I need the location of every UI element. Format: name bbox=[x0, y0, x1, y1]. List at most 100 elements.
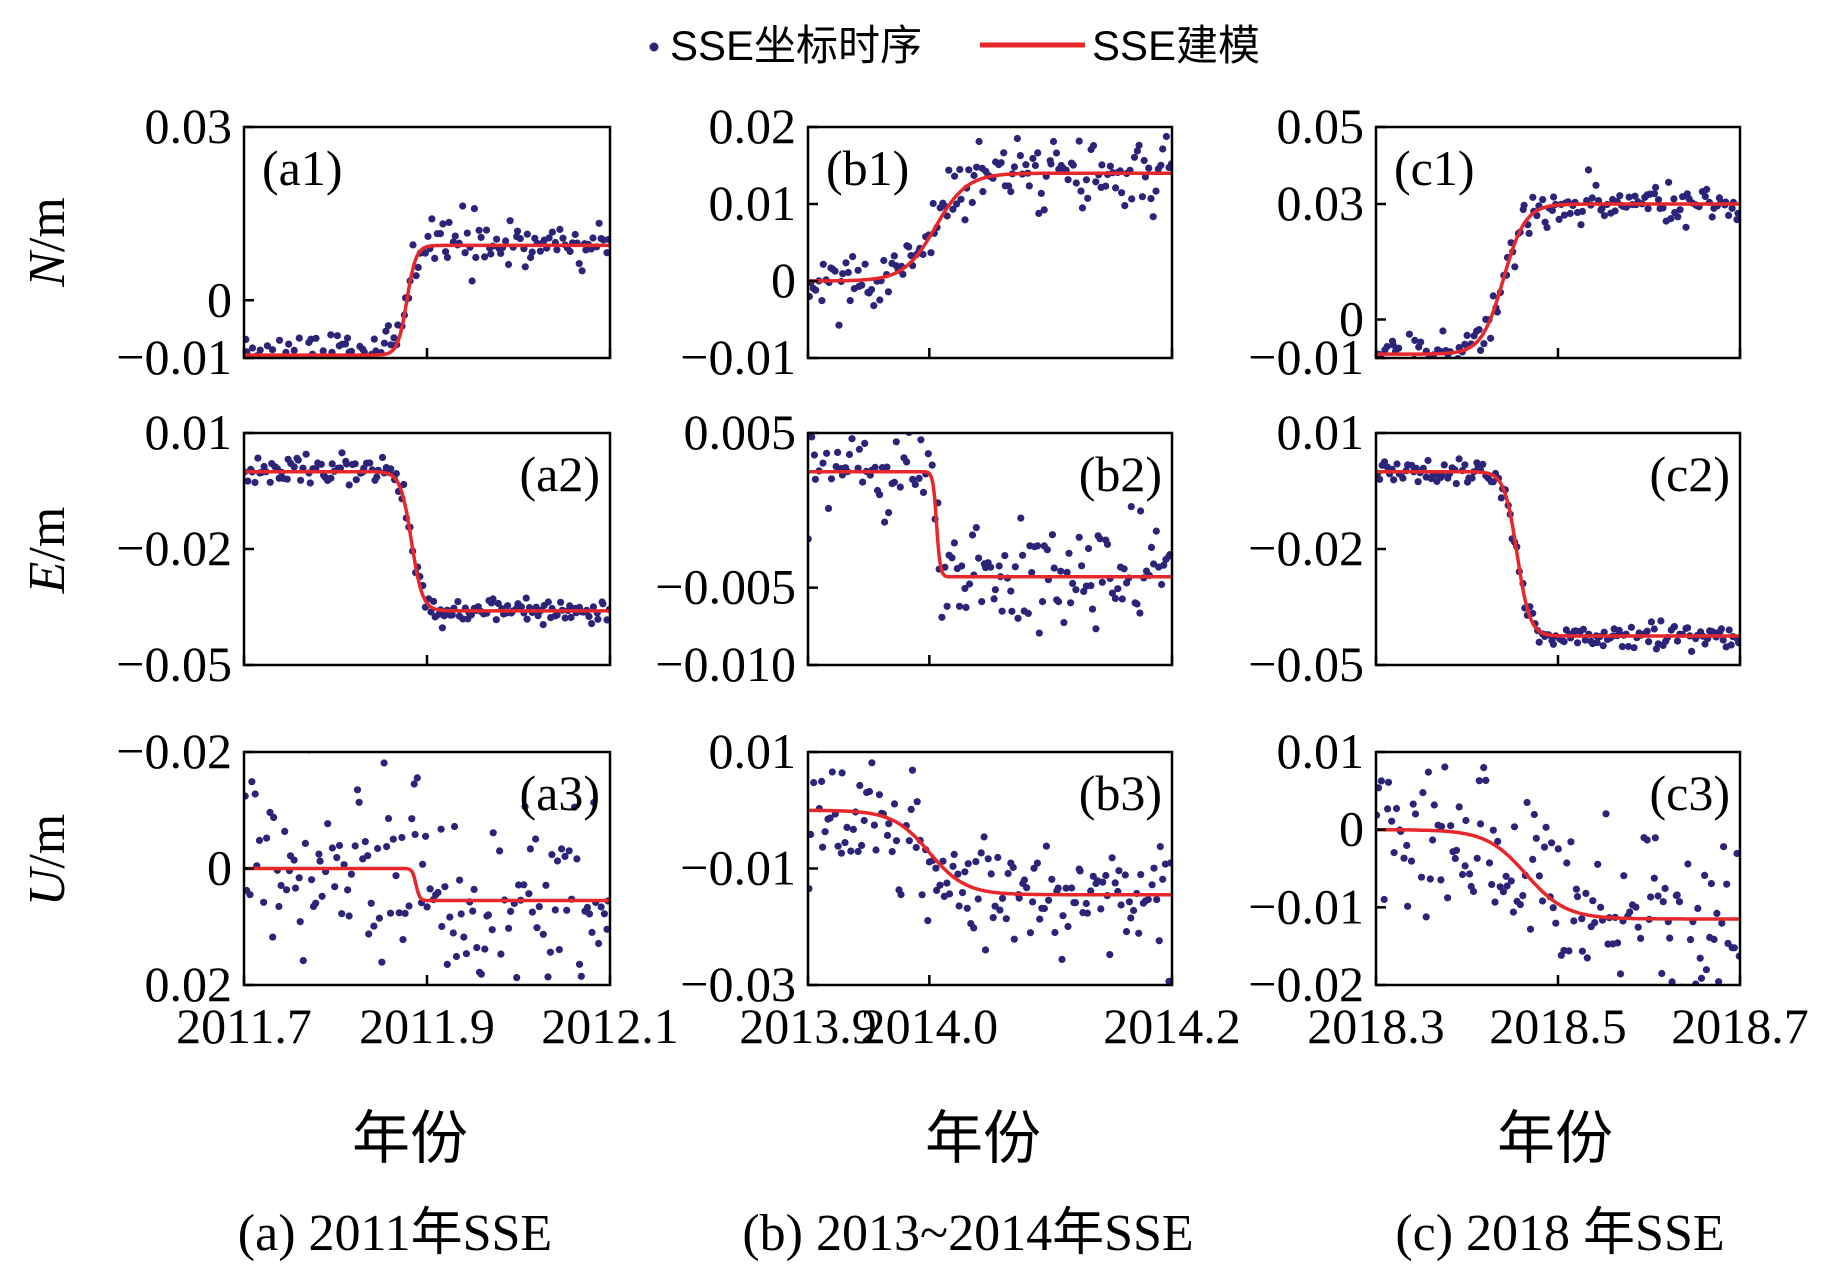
data-point bbox=[1475, 326, 1483, 334]
data-point bbox=[1089, 872, 1097, 880]
data-point bbox=[521, 803, 529, 811]
data-point bbox=[1634, 923, 1642, 931]
data-point bbox=[1033, 859, 1041, 867]
y-tick-label: −0.03 bbox=[680, 956, 796, 1012]
data-point bbox=[324, 367, 331, 374]
data-point bbox=[1007, 587, 1015, 595]
data-point bbox=[1422, 913, 1430, 921]
data-point bbox=[1096, 535, 1104, 543]
data-point bbox=[571, 230, 579, 239]
data-point bbox=[477, 233, 485, 241]
data-point bbox=[505, 924, 513, 932]
data-point bbox=[1417, 338, 1425, 346]
data-point bbox=[421, 249, 429, 257]
data-point bbox=[1149, 213, 1157, 221]
data-point bbox=[1572, 885, 1580, 893]
data-point bbox=[585, 910, 594, 918]
data-point bbox=[338, 449, 346, 457]
data-point bbox=[1616, 192, 1624, 200]
data-point bbox=[489, 829, 497, 837]
data-point bbox=[595, 939, 603, 948]
data-point bbox=[1103, 540, 1112, 548]
data-point bbox=[1150, 864, 1158, 872]
data-point bbox=[1011, 563, 1019, 571]
data-point bbox=[962, 603, 970, 612]
data-point bbox=[1578, 947, 1586, 955]
data-point bbox=[445, 218, 453, 226]
data-point bbox=[521, 263, 529, 271]
data-point bbox=[1411, 810, 1420, 818]
data-point bbox=[400, 480, 408, 489]
data-point bbox=[1532, 834, 1540, 842]
data-point bbox=[908, 766, 917, 774]
data-point bbox=[1108, 589, 1116, 597]
data-point bbox=[513, 227, 522, 235]
data-point bbox=[583, 903, 592, 912]
data-point bbox=[871, 463, 879, 471]
data-point bbox=[594, 615, 602, 623]
legend: SSE坐标时序 SSE建模 bbox=[649, 22, 1260, 69]
data-point bbox=[943, 879, 951, 887]
data-point bbox=[1084, 544, 1093, 553]
data-point bbox=[409, 241, 417, 249]
data-point bbox=[452, 952, 460, 961]
data-point bbox=[387, 465, 395, 473]
data-point bbox=[1152, 187, 1160, 195]
data-point bbox=[525, 890, 533, 898]
data-point bbox=[1489, 478, 1497, 486]
data-point bbox=[1657, 617, 1665, 625]
panel-b1: 0.02 0.01 0 −0.01 (b1) bbox=[680, 98, 1174, 385]
data-point bbox=[446, 913, 454, 921]
data-point bbox=[980, 833, 988, 841]
data-point bbox=[566, 247, 574, 255]
data-point bbox=[1136, 609, 1144, 617]
data-point bbox=[1523, 798, 1531, 807]
data-point bbox=[1674, 213, 1682, 221]
data-point bbox=[1560, 211, 1568, 219]
data-point bbox=[1002, 915, 1010, 923]
data-point bbox=[1584, 166, 1593, 174]
data-point bbox=[556, 225, 564, 233]
data-point bbox=[1552, 919, 1560, 927]
data-point bbox=[1034, 149, 1042, 157]
data-point bbox=[290, 856, 298, 864]
data-point bbox=[964, 860, 972, 868]
data-point bbox=[1707, 880, 1715, 888]
panel-label: (c3) bbox=[1650, 765, 1731, 821]
data-point bbox=[955, 602, 964, 610]
data-point bbox=[1112, 184, 1120, 192]
data-point bbox=[1121, 871, 1129, 879]
data-point bbox=[905, 243, 913, 251]
data-point bbox=[885, 508, 893, 517]
data-point bbox=[1158, 580, 1166, 589]
data-point bbox=[1102, 182, 1110, 190]
data-point bbox=[998, 894, 1007, 902]
data-point bbox=[527, 253, 535, 262]
xlabel-col-b: 年份 bbox=[925, 1106, 1041, 1171]
data-point bbox=[995, 562, 1003, 570]
data-point bbox=[472, 253, 480, 262]
data-point bbox=[573, 855, 581, 863]
data-point bbox=[844, 268, 852, 277]
data-point bbox=[818, 297, 826, 305]
data-point bbox=[375, 914, 383, 922]
data-point bbox=[1162, 132, 1170, 141]
data-point bbox=[318, 892, 326, 900]
data-point bbox=[258, 370, 265, 377]
data-point bbox=[533, 924, 541, 932]
data-point bbox=[1092, 178, 1100, 186]
data-point bbox=[1037, 189, 1045, 197]
data-point bbox=[870, 302, 878, 310]
data-point bbox=[1148, 881, 1156, 889]
data-point bbox=[928, 461, 936, 469]
data-point bbox=[1147, 543, 1156, 552]
data-point bbox=[1052, 149, 1061, 157]
data-point bbox=[1631, 192, 1639, 200]
data-point bbox=[1560, 638, 1568, 646]
data-point bbox=[1696, 954, 1704, 962]
data-point bbox=[892, 438, 900, 446]
data-point bbox=[1010, 163, 1019, 171]
data-point bbox=[585, 612, 593, 621]
data-point bbox=[333, 332, 341, 340]
data-point bbox=[1155, 937, 1163, 945]
